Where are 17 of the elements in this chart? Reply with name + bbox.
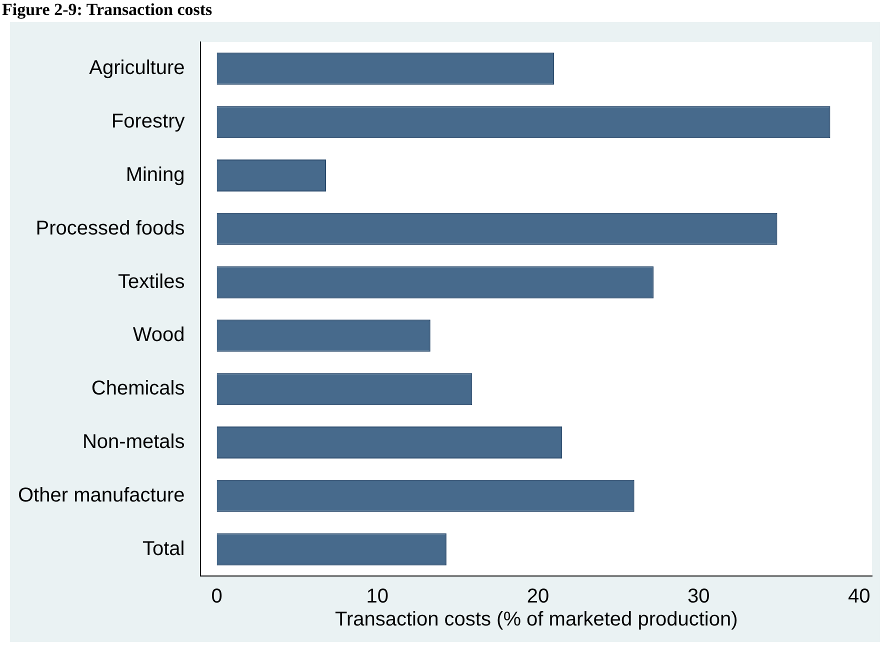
x-tick-label: 40 — [848, 586, 870, 608]
y-tick-label: Agriculture — [89, 57, 185, 80]
y-tick-label: Other manufacture — [18, 484, 185, 506]
y-tick-label: Non-metals — [82, 431, 185, 454]
y-tick-label: Processed foods — [36, 217, 185, 240]
y-tick-label: Forestry — [111, 110, 185, 133]
x-tick-label: 30 — [687, 586, 710, 608]
y-tick-label: Mining — [126, 164, 185, 186]
x-axis-title: Transaction costs (% of marketed production) — [334, 608, 738, 631]
x-tick-label: 20 — [526, 586, 550, 608]
y-tick-label: Wood — [132, 324, 185, 346]
y-tick-label: Chemicals — [91, 378, 185, 400]
x-tick-label: 0 — [211, 586, 222, 608]
chart-title: Figure 2-9: Transaction costs — [2, 0, 212, 20]
y-tick-label: Total — [142, 538, 185, 560]
x-tick-label: 10 — [366, 586, 389, 608]
y-tick-label: Textiles — [118, 270, 185, 293]
